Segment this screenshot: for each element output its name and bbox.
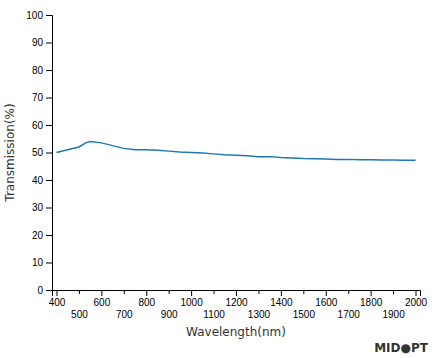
y-axis-title: Transmission(%) [3,103,17,202]
x-tick: 1600 [315,290,338,308]
y-tick: 90 [32,37,52,48]
x-tick: 1000 [180,290,203,308]
y-axis-line [46,16,53,291]
y-tick-mark [46,290,52,291]
x-tick-mark [146,290,147,296]
x-tick: 400 [49,290,66,308]
x-tick: 900 [161,290,178,320]
x-tick-label: 1800 [360,297,383,308]
x-tick-label: 1700 [338,309,361,320]
y-tick-mark [46,125,52,126]
x-tick: 1300 [248,290,271,320]
x-tick-mark [124,290,125,294]
x-tick-mark [258,290,259,294]
y-tick-mark [46,98,52,99]
x-tick: 700 [116,290,133,320]
y-tick: 20 [32,230,52,241]
x-tick-mark [416,290,417,296]
chart: 4005006007008009001000110012001300140015… [0,0,438,358]
x-tick-label: 1500 [293,309,316,320]
x-tick-label: 700 [116,309,133,320]
x-tick-mark [101,290,102,296]
x-tick-label: 400 [49,297,66,308]
x-tick-mark [79,290,80,294]
x-tick-label: 1900 [382,309,405,320]
x-tick-mark [326,290,327,296]
x-tick-mark [56,290,57,296]
x-tick-mark [348,290,349,294]
y-tick: 80 [32,65,52,76]
y-tick-mark [46,70,52,71]
y-tick-label: 10 [32,257,44,268]
x-tick-mark [371,290,372,296]
logo: MID●PT [374,341,429,355]
y-tick: 100 [26,10,52,21]
x-tick-label: 1300 [248,309,271,320]
x-tick-mark [303,290,304,294]
x-tick-label: 1600 [315,297,338,308]
y-tick-label: 20 [32,230,44,241]
x-tick-label: 600 [94,297,111,308]
marks [56,142,415,161]
y-tick-mark [46,263,52,264]
x-tick: 1500 [293,290,316,320]
line [56,142,415,161]
x-axis: 400 500 600 700 800 9001000110012001300140015… [49,290,428,320]
x-tick-mark [169,290,170,294]
y-tick-label: 30 [32,202,44,213]
x-tick-mark [281,290,282,296]
x-axis-title: Wavelength(nm) [186,325,286,339]
y-tick-mark [46,15,52,16]
x-tick: 500 [71,290,88,320]
annotation: ● [401,341,411,355]
x-axis-line [53,291,421,297]
x-tick: 2000 [405,290,428,308]
x-tick: 1700 [338,290,361,320]
x-tick: 800 [138,290,155,308]
y-tick: 0 [37,285,52,296]
plot-area: 4005006007008009001000110012001300140015… [26,10,427,320]
y-tick: 40 [32,175,52,186]
x-tick-label: 900 [161,309,178,320]
y-axis: 0 10 20 30 40 50 60 70 80 90 100 [26,10,52,296]
y-tick-label: 80 [32,65,44,76]
y-tick: 50 [32,147,52,158]
y-tick-mark [46,43,52,44]
x-tick-label: 500 [71,309,88,320]
y-tick-label: 40 [32,175,44,186]
y-tick: 10 [32,257,52,268]
y-tick-label: 0 [37,285,43,296]
y-tick-label: 50 [32,147,44,158]
y-tick-label: 90 [32,37,44,48]
y-tick-mark [46,180,52,181]
x-tick-mark [393,290,394,294]
x-tick-label: 1400 [270,297,293,308]
x-tick: 1800 [360,290,383,308]
y-tick: 60 [32,120,52,131]
y-tick-label: 60 [32,120,44,131]
x-tick-label: 1200 [225,297,248,308]
annotation: PT [411,341,429,355]
x-tick: 600 [94,290,111,308]
x-tick-label: 1100 [203,309,225,320]
x-tick-label: 1000 [180,297,203,308]
annotation: MID [374,341,400,355]
y-tick-label: 70 [32,92,44,103]
x-tick-mark [236,290,237,296]
y-tick: 30 [32,202,52,213]
x-tick: 1400 [270,290,293,308]
y-tick: 70 [32,92,52,103]
y-tick-mark [46,153,52,154]
x-tick: 1200 [225,290,248,308]
x-tick-mark [191,290,192,296]
y-tick-label: 100 [26,10,43,21]
x-tick: 1900 [382,290,405,320]
x-tick-label: 2000 [405,297,428,308]
x-tick: 1100 [203,290,225,320]
y-tick-mark [46,235,52,236]
x-tick-mark [214,290,215,294]
x-tick-label: 800 [138,297,155,308]
y-tick-mark [46,208,52,209]
